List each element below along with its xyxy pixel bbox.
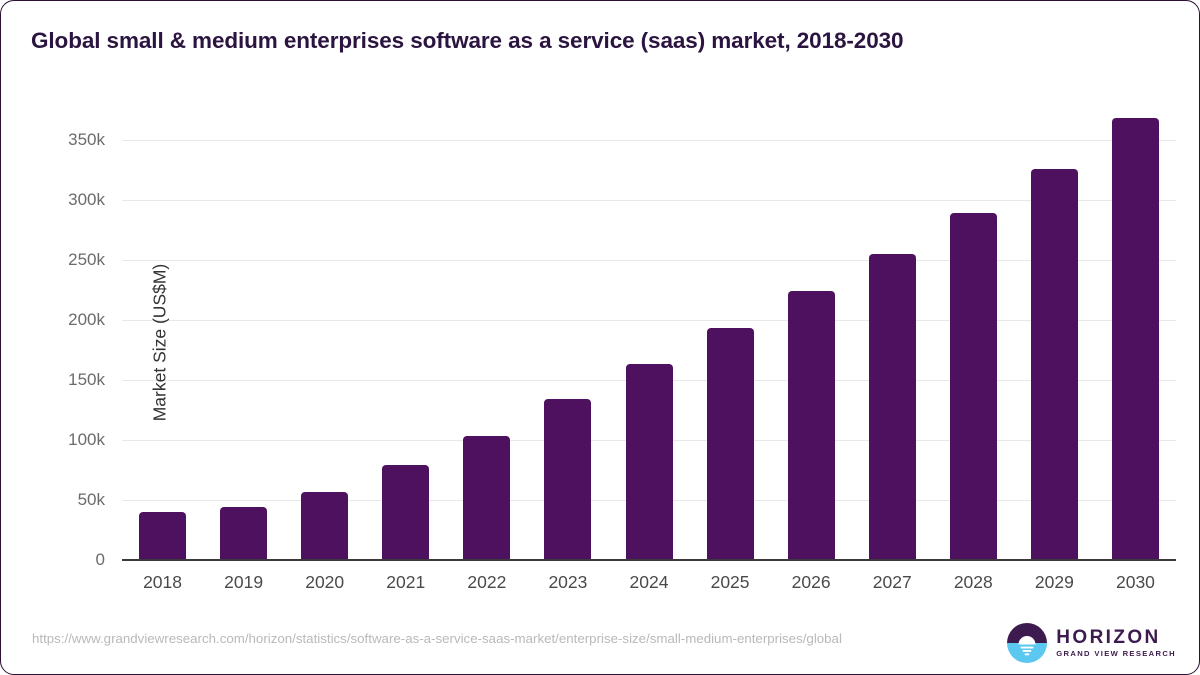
bar[interactable]	[463, 436, 511, 560]
x-tick-label: 2018	[143, 572, 182, 592]
bar[interactable]	[787, 291, 835, 560]
bar[interactable]	[544, 399, 592, 560]
horizon-logo[interactable]: HORIZON GRAND VIEW RESEARCH	[1007, 623, 1176, 663]
plot-area: Market Size (US$M)	[122, 104, 1176, 560]
bar[interactable]	[382, 465, 430, 560]
y-tick-label: 350k	[68, 130, 105, 149]
x-tick-label: 2025	[710, 572, 750, 592]
gridline	[122, 140, 1176, 141]
y-axis-title: Market Size (US$M)	[149, 263, 170, 422]
x-tick-label: 2020	[305, 572, 345, 592]
y-tick-label: 100k	[68, 430, 105, 449]
x-tick-label: 2021	[386, 572, 426, 592]
gridline	[122, 200, 1176, 201]
gridline	[122, 260, 1176, 261]
logo-tagline: GRAND VIEW RESEARCH	[1056, 649, 1176, 659]
y-tick-label: 200k	[68, 310, 105, 329]
x-tick-label: 2030	[1115, 572, 1155, 592]
x-tick-label: 2028	[953, 572, 993, 592]
y-tick-label: 50k	[77, 490, 105, 509]
x-axis-line	[122, 559, 1176, 561]
y-tick-label: 0	[95, 550, 105, 569]
x-tick-label: 2022	[467, 572, 507, 592]
bar[interactable]	[1030, 168, 1078, 560]
horizon-logo-icon	[1007, 623, 1048, 663]
x-tick-label: 2029	[1034, 572, 1074, 592]
bar[interactable]	[139, 512, 187, 560]
bar[interactable]	[220, 507, 268, 560]
horizon-logo-text: HORIZON GRAND VIEW RESEARCH	[1056, 628, 1176, 658]
logo-name: HORIZON	[1056, 627, 1161, 649]
bar[interactable]	[949, 213, 997, 560]
x-tick-label: 2027	[872, 572, 912, 592]
bar[interactable]	[1111, 118, 1159, 560]
gridline	[122, 320, 1176, 321]
y-tick-label: 150k	[68, 370, 105, 389]
x-tick-label: 2026	[791, 572, 831, 592]
y-tick-label: 250k	[68, 250, 105, 269]
source-url[interactable]: https://www.grandviewresearch.com/horizo…	[32, 631, 842, 646]
bar[interactable]	[625, 364, 673, 560]
bar[interactable]	[868, 254, 916, 560]
x-tick-label: 2019	[224, 572, 264, 592]
bar[interactable]	[706, 328, 754, 560]
page-title: Global small & medium enterprises softwa…	[31, 28, 904, 53]
x-tick-label: 2024	[629, 572, 669, 592]
bar[interactable]	[301, 491, 349, 560]
x-tick-label: 2023	[548, 572, 588, 592]
y-tick-label: 300k	[68, 190, 105, 209]
